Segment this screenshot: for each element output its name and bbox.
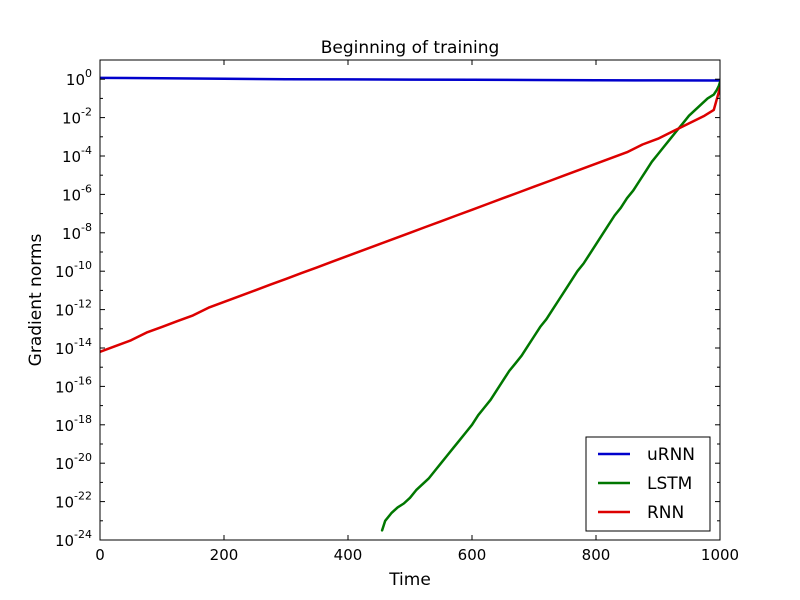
y-tick-base: 10	[55, 263, 74, 281]
y-tick-base: 10	[55, 532, 74, 550]
series-line-urnn	[100, 76, 720, 82]
y-tick-label: 10-14	[55, 336, 92, 358]
y-tick-exponent: -16	[74, 374, 92, 387]
series-line-lstm	[380, 80, 720, 532]
legend-label-lstm: LSTM	[647, 474, 692, 494]
x-tick-label: 600	[458, 546, 487, 564]
y-tick-label: 10-8	[62, 221, 92, 243]
y-axis: 10010-210-410-610-810-1010-1210-1410-161…	[55, 59, 720, 550]
x-axis: 0 200 400 600 800 1000	[95, 60, 739, 564]
x-axis-title: Time	[388, 570, 431, 590]
y-tick-base: 10	[55, 378, 74, 396]
y-tick-base: 10	[66, 71, 85, 89]
y-tick-exponent: -4	[81, 144, 92, 157]
plot-area	[100, 76, 720, 532]
y-tick-base: 10	[55, 417, 74, 435]
series-layer	[100, 76, 720, 532]
x-tick-label: 200	[210, 546, 239, 564]
y-tick-exponent: 0	[85, 67, 92, 80]
y-tick-exponent: -20	[74, 451, 92, 464]
legend-label-urnn: uRNN	[647, 445, 695, 465]
plot-frame	[99, 59, 721, 541]
y-tick-exponent: -12	[74, 298, 92, 311]
y-tick-label: 100	[66, 67, 92, 89]
y-tick-label: 10-12	[55, 298, 92, 320]
y-tick-label: 10-24	[55, 528, 92, 550]
chart-title: Beginning of training	[321, 38, 500, 58]
y-tick-label: 10-6	[62, 182, 92, 204]
y-tick-base: 10	[55, 302, 74, 320]
y-tick-exponent: -24	[74, 528, 92, 541]
y-axis-title: Gradient norms	[26, 234, 46, 367]
y-tick-base: 10	[62, 186, 81, 204]
series-line-rnn	[100, 86, 720, 354]
y-tick-label: 10-22	[55, 490, 92, 512]
x-tick-label: 400	[334, 546, 363, 564]
y-tick-base: 10	[55, 340, 74, 358]
y-tick-label: 10-10	[55, 259, 92, 281]
y-tick-base: 10	[55, 494, 74, 512]
y-tick-exponent: -10	[74, 259, 92, 272]
y-tick-exponent: -6	[81, 182, 92, 195]
legend-label-rnn: RNN	[647, 503, 684, 523]
x-tick-label: 0	[95, 546, 105, 564]
y-tick-exponent: -14	[74, 336, 92, 349]
x-tick-label: 800	[582, 546, 611, 564]
y-tick-label: 10-4	[62, 144, 92, 166]
y-tick-label: 10-2	[62, 106, 92, 128]
y-tick-label: 10-20	[55, 451, 92, 473]
y-tick-label: 10-18	[55, 413, 92, 435]
y-tick-base: 10	[62, 148, 81, 166]
y-tick-exponent: -8	[81, 221, 92, 234]
y-tick-base: 10	[62, 110, 81, 128]
y-tick-exponent: -18	[74, 413, 92, 426]
legend: uRNN LSTM RNN	[585, 436, 711, 532]
y-tick-base: 10	[62, 225, 81, 243]
y-tick-label: 10-16	[55, 374, 92, 396]
y-tick-base: 10	[55, 455, 74, 473]
y-tick-exponent: -22	[74, 490, 92, 503]
y-tick-exponent: -2	[81, 106, 92, 119]
x-tick-label: 1000	[701, 546, 739, 564]
